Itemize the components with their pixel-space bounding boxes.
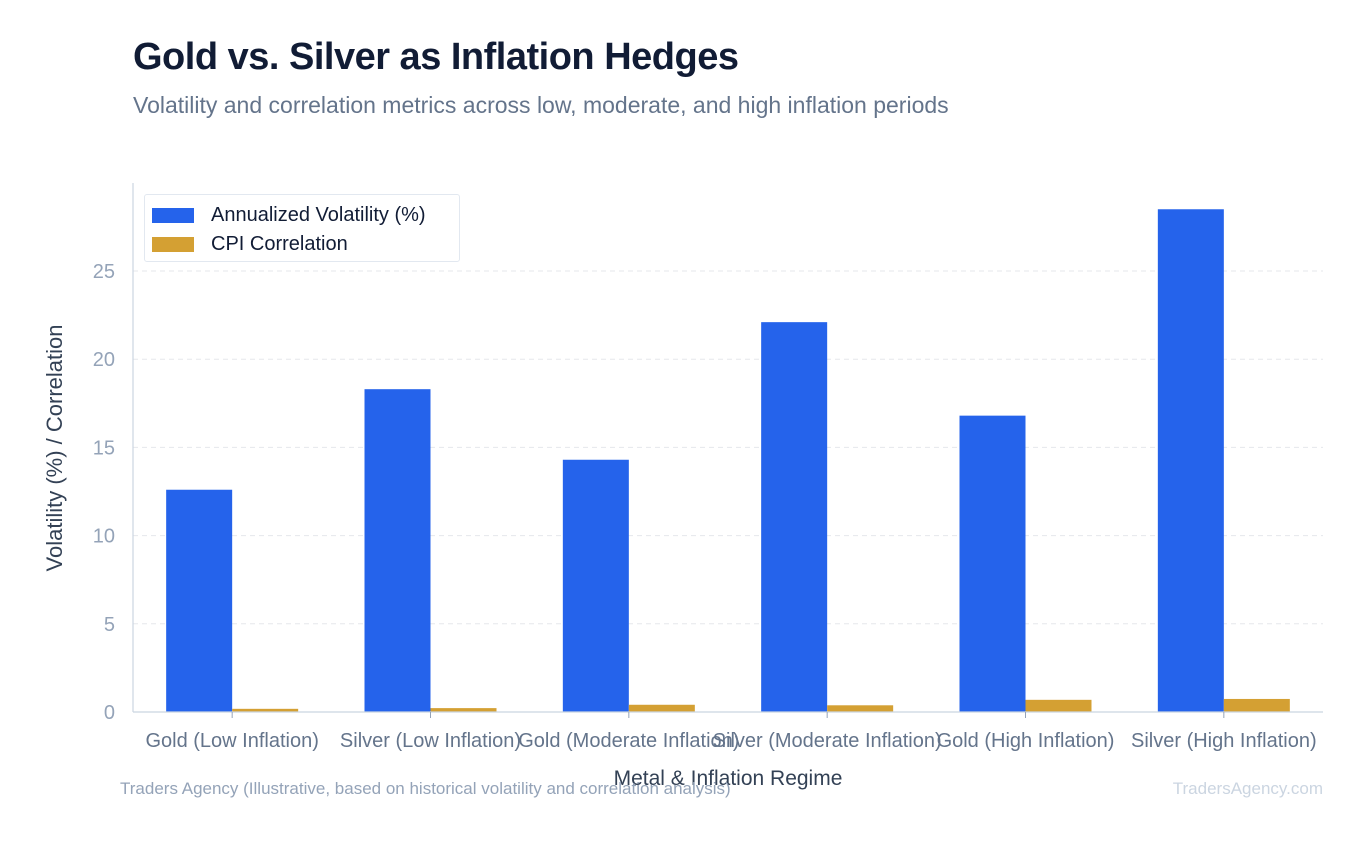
y-axis-label: Volatility (%) / Correlation bbox=[42, 325, 67, 572]
legend-label-volatility: Annualized Volatility (%) bbox=[211, 204, 426, 226]
y-ticks: 0 5 10 15 20 25 bbox=[93, 261, 115, 724]
bar-volatility bbox=[166, 489, 233, 712]
brand-watermark: TradersAgency.com bbox=[1172, 779, 1323, 798]
bar-cpi-correlation bbox=[1223, 698, 1290, 712]
x-tick-label: Gold (Low Inflation) bbox=[145, 730, 318, 752]
axes bbox=[132, 183, 1323, 713]
x-axis-label: Metal & Inflation Regime bbox=[614, 767, 843, 790]
legend-item-cpi-correlation: CPI Correlation bbox=[152, 233, 348, 256]
y-tick-label: 0 bbox=[104, 702, 115, 724]
y-tick-label: 25 bbox=[93, 261, 115, 283]
bar-volatility bbox=[959, 415, 1026, 712]
bar-volatility bbox=[1157, 209, 1224, 712]
bar-cpi-correlation bbox=[1025, 699, 1092, 712]
chart-subtitle: Volatility and correlation metrics acros… bbox=[133, 92, 949, 118]
bar-cpi-correlation bbox=[628, 704, 695, 712]
gridlines bbox=[133, 270, 1323, 625]
bar-cpi-correlation bbox=[827, 705, 894, 712]
bar-volatility bbox=[364, 389, 431, 712]
legend-label-cpi-correlation: CPI Correlation bbox=[211, 233, 348, 255]
bar-volatility bbox=[761, 322, 828, 712]
bar-cpi-correlation bbox=[430, 708, 497, 712]
x-tick-label: Gold (High Inflation) bbox=[937, 730, 1115, 752]
y-tick-label: 15 bbox=[93, 437, 115, 459]
y-tick-label: 10 bbox=[93, 526, 115, 548]
x-ticks: Gold (Low Inflation) Silver (Low Inflatio… bbox=[145, 712, 1317, 752]
chart-title: Gold vs. Silver as Inflation Hedges bbox=[133, 36, 739, 78]
legend-swatch-cpi-correlation bbox=[152, 237, 194, 252]
source-note: Traders Agency (Illustrative, based on h… bbox=[120, 779, 731, 798]
bar-volatility bbox=[562, 459, 629, 712]
legend-item-volatility: Annualized Volatility (%) bbox=[152, 204, 426, 227]
x-tick-label: Silver (Low Inflation) bbox=[340, 730, 521, 752]
x-tick-label: Silver (High Inflation) bbox=[1131, 730, 1317, 752]
y-tick-label: 20 bbox=[93, 349, 115, 371]
bar-cpi-correlation bbox=[232, 708, 299, 712]
legend-swatch-volatility bbox=[152, 208, 194, 223]
chart-legend: Annualized Volatility (%) CPI Correlatio… bbox=[144, 194, 460, 262]
bars bbox=[166, 209, 1290, 712]
x-tick-label: Silver (Moderate Inflation) bbox=[713, 730, 942, 752]
x-tick-label: Gold (Moderate Inflation) bbox=[518, 730, 739, 752]
y-tick-label: 5 bbox=[104, 614, 115, 636]
